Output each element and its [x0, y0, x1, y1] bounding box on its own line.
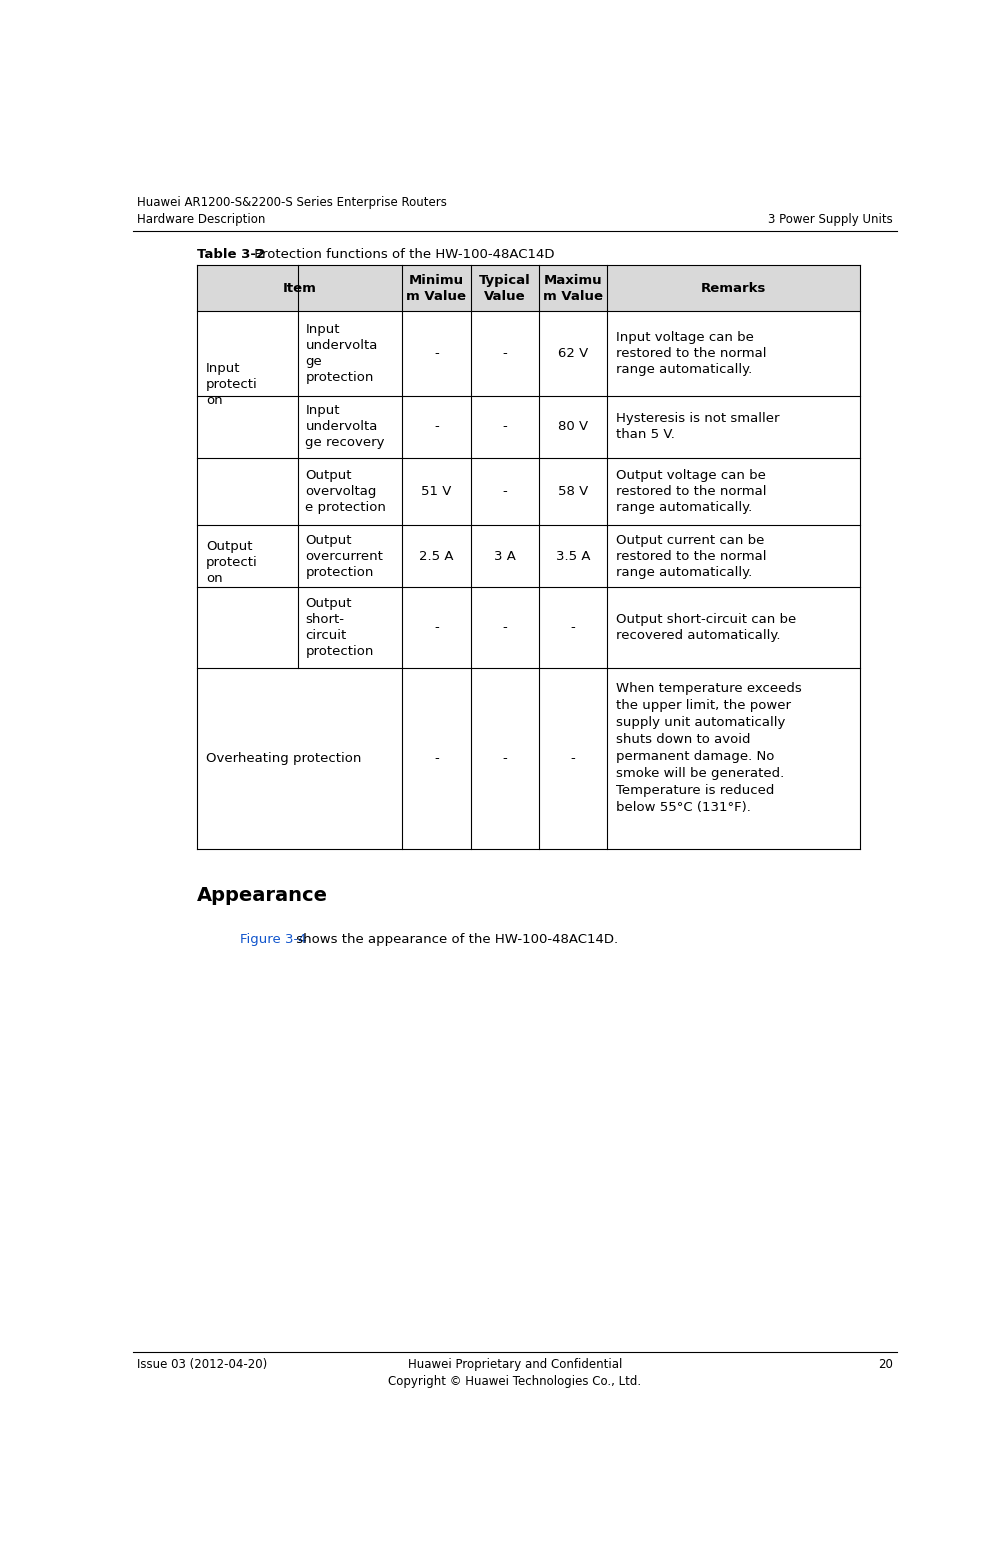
Text: 58 V: 58 V	[558, 484, 588, 498]
Text: 62 V: 62 V	[558, 346, 588, 360]
Text: 80 V: 80 V	[558, 420, 588, 432]
Text: -: -	[571, 621, 575, 633]
Text: -: -	[434, 420, 439, 432]
Text: Input voltage can be
restored to the normal
range automatically.: Input voltage can be restored to the nor…	[616, 331, 767, 376]
Bar	[197, 588, 859, 668]
Text: Input
protecti
on: Input protecti on	[206, 362, 258, 407]
Text: 3 Power Supply Units: 3 Power Supply Units	[768, 213, 892, 226]
Text: -: -	[502, 420, 507, 432]
Bar	[197, 265, 859, 312]
Text: Huawei AR1200-S&2200-S Series Enterprise Routers: Huawei AR1200-S&2200-S Series Enterprise…	[138, 196, 447, 208]
Text: Hysteresis is not smaller
than 5 V.: Hysteresis is not smaller than 5 V.	[616, 412, 780, 442]
Text: -: -	[502, 484, 507, 498]
Bar	[197, 668, 859, 849]
Text: -: -	[434, 621, 439, 633]
Text: Output current can be
restored to the normal
range automatically.: Output current can be restored to the no…	[616, 534, 767, 578]
Text: -: -	[571, 752, 575, 765]
Text: Copyright © Huawei Technologies Co., Ltd.: Copyright © Huawei Technologies Co., Ltd…	[389, 1374, 641, 1388]
Text: Figure 3-4: Figure 3-4	[239, 934, 307, 946]
Bar	[197, 525, 859, 588]
Text: Typical
Value: Typical Value	[478, 274, 531, 302]
Bar	[197, 396, 859, 458]
Text: Item: Item	[282, 282, 317, 295]
Text: 3 A: 3 A	[493, 550, 516, 563]
Text: -: -	[434, 752, 439, 765]
Text: -: -	[502, 752, 507, 765]
Text: 3.5 A: 3.5 A	[556, 550, 590, 563]
Text: 2.5 A: 2.5 A	[419, 550, 453, 563]
Text: Issue 03 (2012-04-20): Issue 03 (2012-04-20)	[138, 1357, 267, 1371]
Text: Appearance: Appearance	[197, 885, 328, 904]
Text: Output
overcurrent
protection: Output overcurrent protection	[306, 534, 383, 578]
Text: Output
protecti
on: Output protecti on	[206, 541, 258, 584]
Text: Minimu
m Value: Minimu m Value	[406, 274, 466, 302]
Text: -: -	[502, 621, 507, 633]
Text: Maximu
m Value: Maximu m Value	[543, 274, 603, 302]
Text: Hardware Description: Hardware Description	[138, 213, 265, 226]
Text: Input
undervolta
ge recovery: Input undervolta ge recovery	[306, 404, 385, 450]
Bar	[197, 458, 859, 525]
Text: Huawei Proprietary and Confidential: Huawei Proprietary and Confidential	[408, 1357, 622, 1371]
Text: shows the appearance of the HW-100-48AC14D.: shows the appearance of the HW-100-48AC1…	[292, 934, 618, 946]
Text: 51 V: 51 V	[421, 484, 451, 498]
Text: -: -	[502, 346, 507, 360]
Text: -: -	[434, 346, 439, 360]
Text: Overheating protection: Overheating protection	[206, 752, 362, 765]
Text: 20: 20	[878, 1357, 892, 1371]
Text: Protection functions of the HW-100-48AC14D: Protection functions of the HW-100-48AC1…	[249, 248, 554, 262]
Text: Remarks: Remarks	[700, 282, 766, 295]
Text: Output
overvoltag
e protection: Output overvoltag e protection	[306, 469, 386, 514]
Text: Output short-circuit can be
recovered automatically.: Output short-circuit can be recovered au…	[616, 613, 796, 642]
Text: Input
undervolta
ge
protection: Input undervolta ge protection	[306, 323, 378, 384]
Bar	[197, 312, 859, 396]
Text: Table 3-2: Table 3-2	[197, 248, 265, 262]
Text: When temperature exceeds
the upper limit, the power
supply unit automatically
sh: When temperature exceeds the upper limit…	[616, 682, 802, 813]
Text: Output voltage can be
restored to the normal
range automatically.: Output voltage can be restored to the no…	[616, 469, 767, 514]
Text: Output
short-
circuit
protection: Output short- circuit protection	[306, 597, 374, 658]
